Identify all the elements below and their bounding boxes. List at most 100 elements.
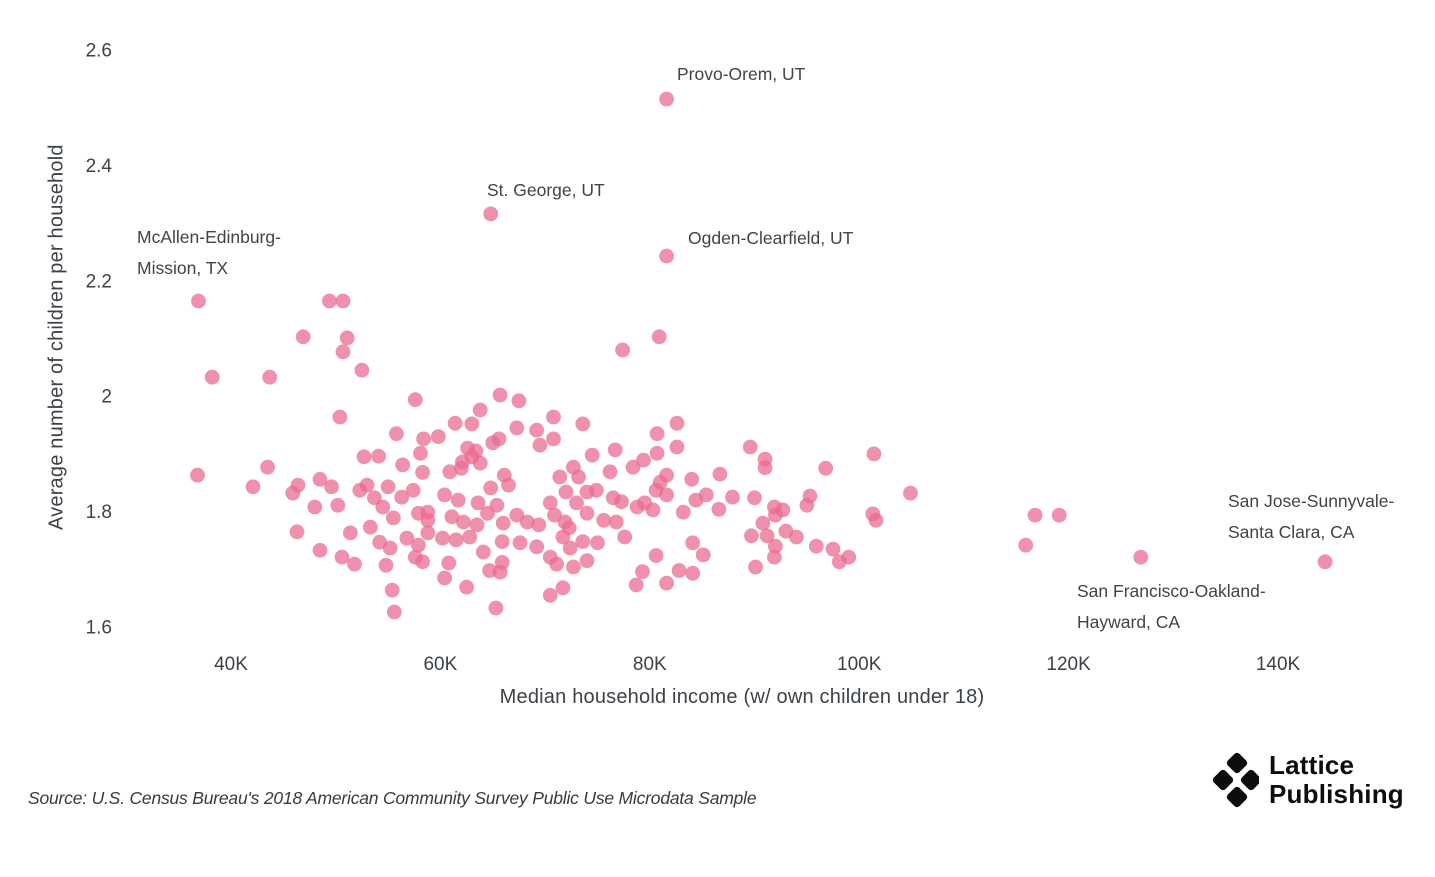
data-point [330,497,346,513]
data-point [742,439,758,455]
data-point [405,482,421,498]
data-point [420,504,436,520]
point-label: Santa Clara, CA [1228,522,1355,542]
data-point [511,393,527,409]
data-point [494,555,510,570]
data-point [399,530,415,546]
data-point [757,460,773,476]
lattice-diamonds-icon [1213,752,1259,808]
data-point [415,465,430,480]
data-point [334,549,350,565]
data-point [669,415,685,431]
data-point [285,485,301,501]
data-point [437,487,452,503]
point-label: San Jose-Sunnyvale- [1228,491,1395,511]
data-point [596,512,612,528]
data-point [712,466,728,482]
data-point [684,471,700,487]
point-label: Hayward, CA [1077,612,1180,632]
data-point [748,559,763,575]
data-point [441,555,457,571]
data-point [1133,549,1149,565]
data-point [659,467,674,483]
data-point [371,448,386,464]
data-point [413,445,428,461]
data-point [698,487,714,503]
data-point [903,485,918,501]
x-tick-label: 80K [633,654,667,675]
data-point [480,505,495,521]
data-point [519,514,535,530]
point-label: Mission, TX [137,258,228,278]
data-point [759,528,775,544]
data-point [354,362,370,378]
data-point [767,549,782,565]
data-point [509,507,525,523]
data-point [509,420,525,436]
data-point [571,469,586,485]
data-point [407,392,423,408]
data-point [453,460,469,476]
data-point [711,501,727,517]
data-point [384,582,400,598]
data-point [1018,537,1034,553]
data-point [375,499,391,515]
data-point [648,548,664,563]
data-point [636,452,651,468]
data-point [1051,507,1067,523]
data-point [747,490,762,506]
data-point [347,556,362,572]
logo-line-2: Publishing [1269,779,1404,809]
data-point [546,431,561,447]
data-point [825,541,841,557]
data-point [589,482,604,498]
data-point [659,91,674,107]
data-point [645,502,661,518]
data-point [669,439,685,455]
y-tick-label: 2.6 [86,41,112,62]
data-point [675,504,691,520]
data-point [617,529,633,545]
logo-line-1: Lattice [1269,750,1355,780]
data-point [625,459,641,475]
data-point [818,460,834,476]
data-point [307,499,323,515]
data-point [501,477,516,493]
data-point [475,544,491,560]
data-point [260,459,275,475]
data-point [488,600,504,616]
data-point [608,514,624,530]
data-point [415,554,430,570]
data-point [483,480,499,496]
data-point [1317,554,1333,570]
data-point [602,464,618,480]
data-point [768,507,783,523]
data-point [695,547,711,563]
x-tick-label: 140K [1256,654,1301,675]
data-point [575,534,591,549]
y-tick-label: 2 [101,387,112,408]
data-point [562,540,578,556]
data-point [512,535,528,551]
data-point [579,553,595,568]
lattice-wordmark: Lattice Publishing [1269,751,1404,809]
data-point [190,467,205,483]
data-point [547,507,562,523]
y-tick-label: 2.2 [86,271,112,292]
data-point [555,580,571,596]
data-point [456,514,471,530]
data-point [362,519,378,535]
data-point [472,402,488,418]
y-axis-title: Average number of children per household [45,144,68,530]
data-point [464,416,480,432]
data-point [558,484,574,500]
data-point [685,535,701,551]
data-point [492,387,508,403]
data-point [542,587,558,603]
point-label: San Francisco-Oakland- [1077,581,1266,601]
data-point [808,538,824,554]
point-label: St. George, UT [487,180,605,200]
data-point [394,489,410,505]
data-point [312,471,328,487]
data-point [1027,507,1043,523]
